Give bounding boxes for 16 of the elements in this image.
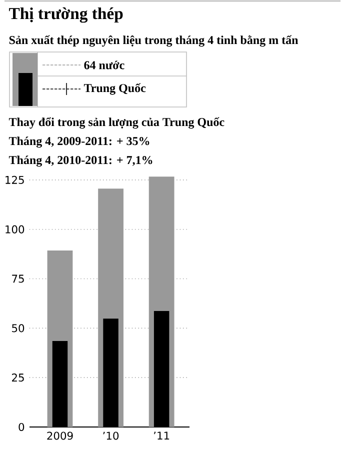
x-tick-label: ’10 (103, 432, 119, 440)
x-tick-label: ’11 (154, 432, 170, 440)
chart-title: Thị trường thép (9, 7, 123, 23)
y-tick-label: 75 (12, 274, 24, 283)
y-tick-label: 100 (6, 225, 24, 234)
x-tick-label: 2009 (47, 432, 73, 440)
legend-label: 64 nước (84, 60, 124, 70)
text: Tháng 4, 2010-2011: + 7,1% (8, 156, 152, 167)
y-tick-label: 25 (12, 374, 24, 382)
text: Tháng 4, 2009-2011: + 35% (8, 136, 150, 148)
y-tick-label: 50 (12, 324, 24, 332)
y-tick-label: 125 (6, 176, 24, 184)
text: Thay đổi trong sản lượng của Trung Quốc (8, 117, 224, 129)
chart-subtitle: Sản xuất thép nguyên liệu trong tháng 4 tinh bằng m tấn (9, 35, 298, 47)
legend-label: Trung Quốc (84, 83, 146, 95)
y-tick-label: 0 (18, 422, 24, 432)
